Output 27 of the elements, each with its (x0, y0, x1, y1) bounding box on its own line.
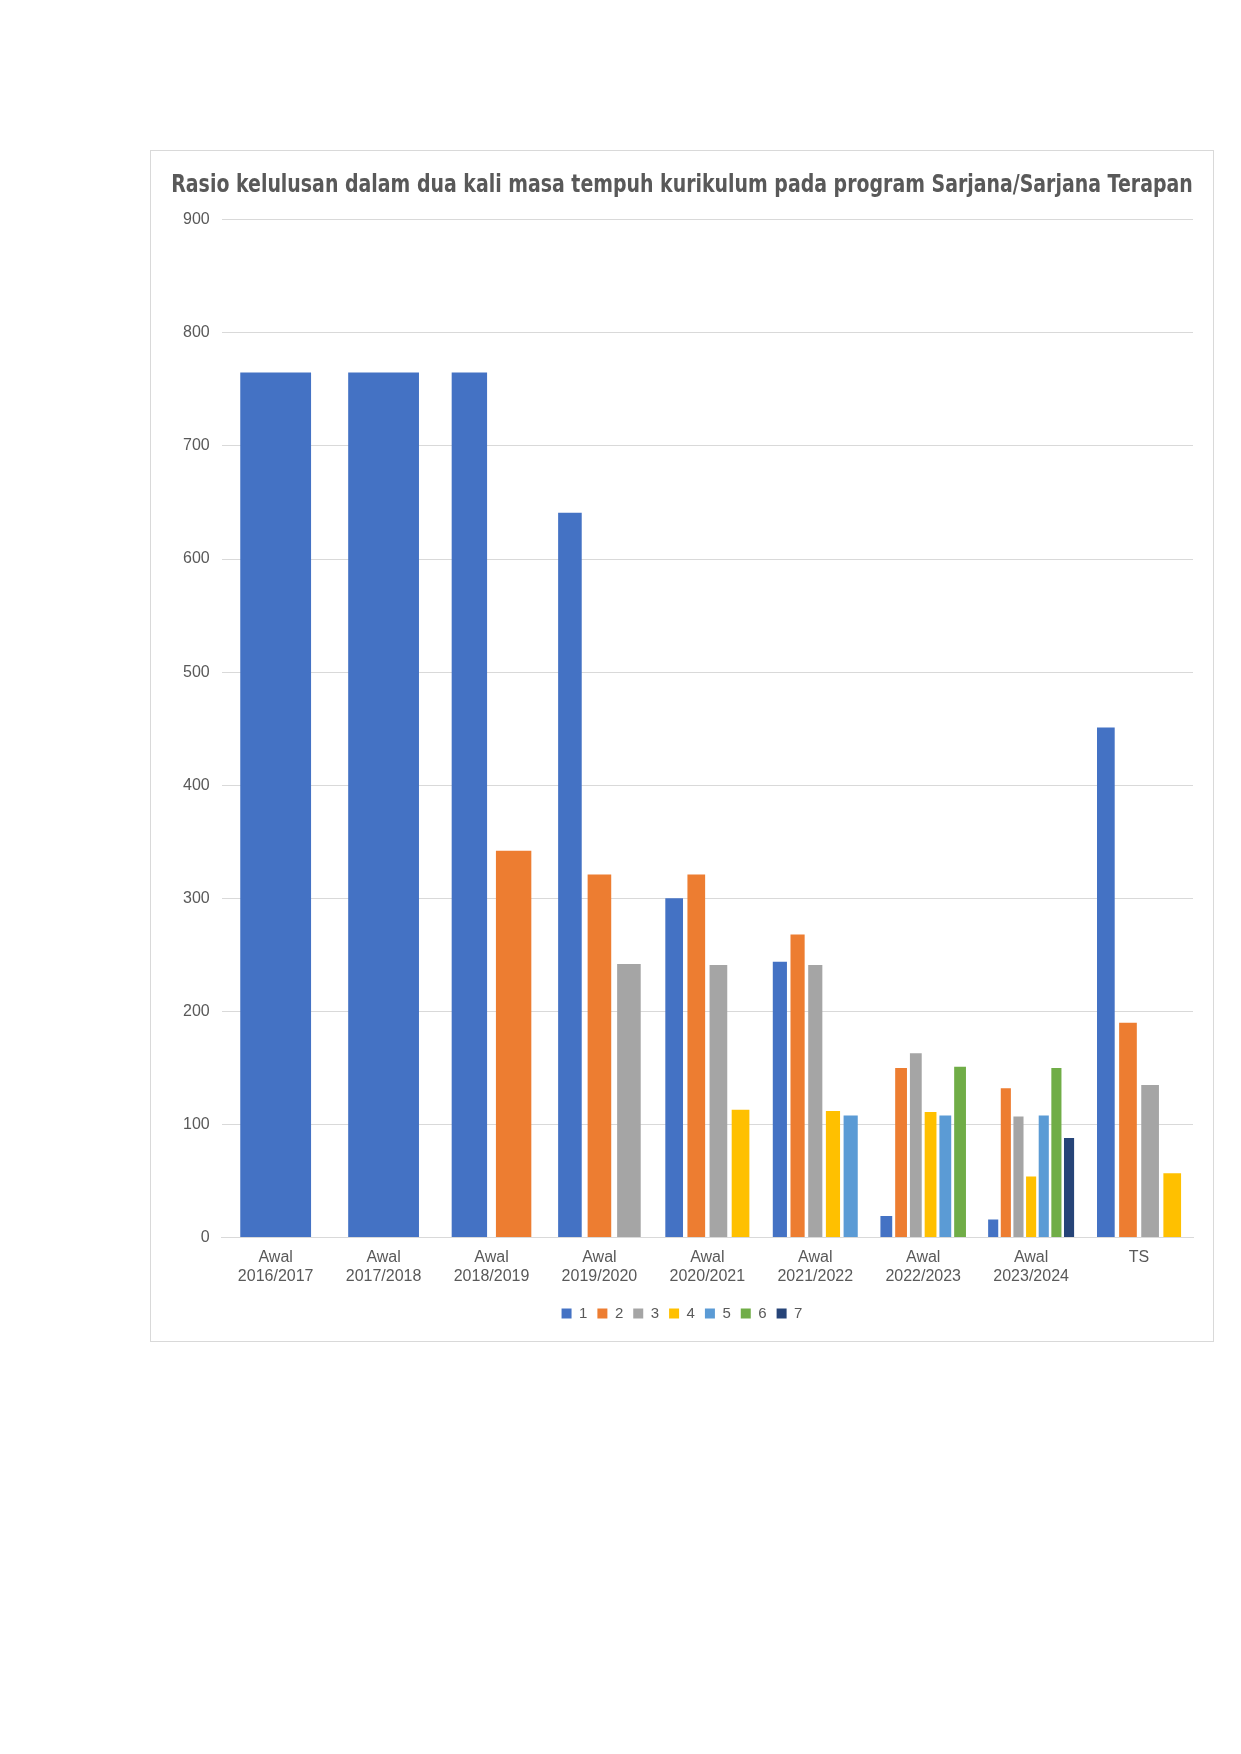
legend-label: 3 (650, 1303, 660, 1321)
x-tick-label: Awal 2021/2022 (777, 1247, 854, 1284)
y-tick-label: 400 (182, 775, 210, 793)
x-tick-label: Awal 2018/2019 (453, 1247, 530, 1284)
y-tick-label: 800 (182, 323, 210, 341)
x-tick-label: Awal 2017/2018 (345, 1247, 422, 1284)
x-tick-label: Awal 2016/2017 (237, 1247, 314, 1284)
x-tick-label: Awal 2023/2024 (993, 1247, 1070, 1284)
y-tick-label: 500 (182, 662, 210, 680)
y-tick-label: 100 (182, 1114, 210, 1132)
y-tick-label: 300 (182, 888, 210, 906)
y-tick-label: 600 (182, 549, 210, 567)
y-tick-label: 700 (182, 436, 210, 454)
legend-label: 4 (686, 1303, 695, 1321)
legend-label: 2 (614, 1303, 624, 1321)
x-tick-label: Awal 2019/2020 (561, 1247, 638, 1284)
x-tick-label: Awal 2022/2023 (885, 1247, 962, 1284)
chart-title: Rasio kelulusan dalam dua kali masa tempuh kurikulum pada program Sarjana/Sarjana Terapan (171, 169, 1193, 198)
legend-label: 7 (794, 1303, 803, 1321)
legend-label: 1 (579, 1303, 588, 1321)
y-tick-label: 900 (182, 210, 210, 228)
legend-label: 6 (758, 1303, 767, 1321)
x-tick-label: Awal 2020/2021 (669, 1247, 746, 1284)
x-tick-label: TS (1128, 1247, 1150, 1265)
y-tick-label: 200 (182, 1001, 210, 1019)
legend-label: 5 (722, 1303, 731, 1321)
y-tick-label: 0 (200, 1228, 210, 1246)
